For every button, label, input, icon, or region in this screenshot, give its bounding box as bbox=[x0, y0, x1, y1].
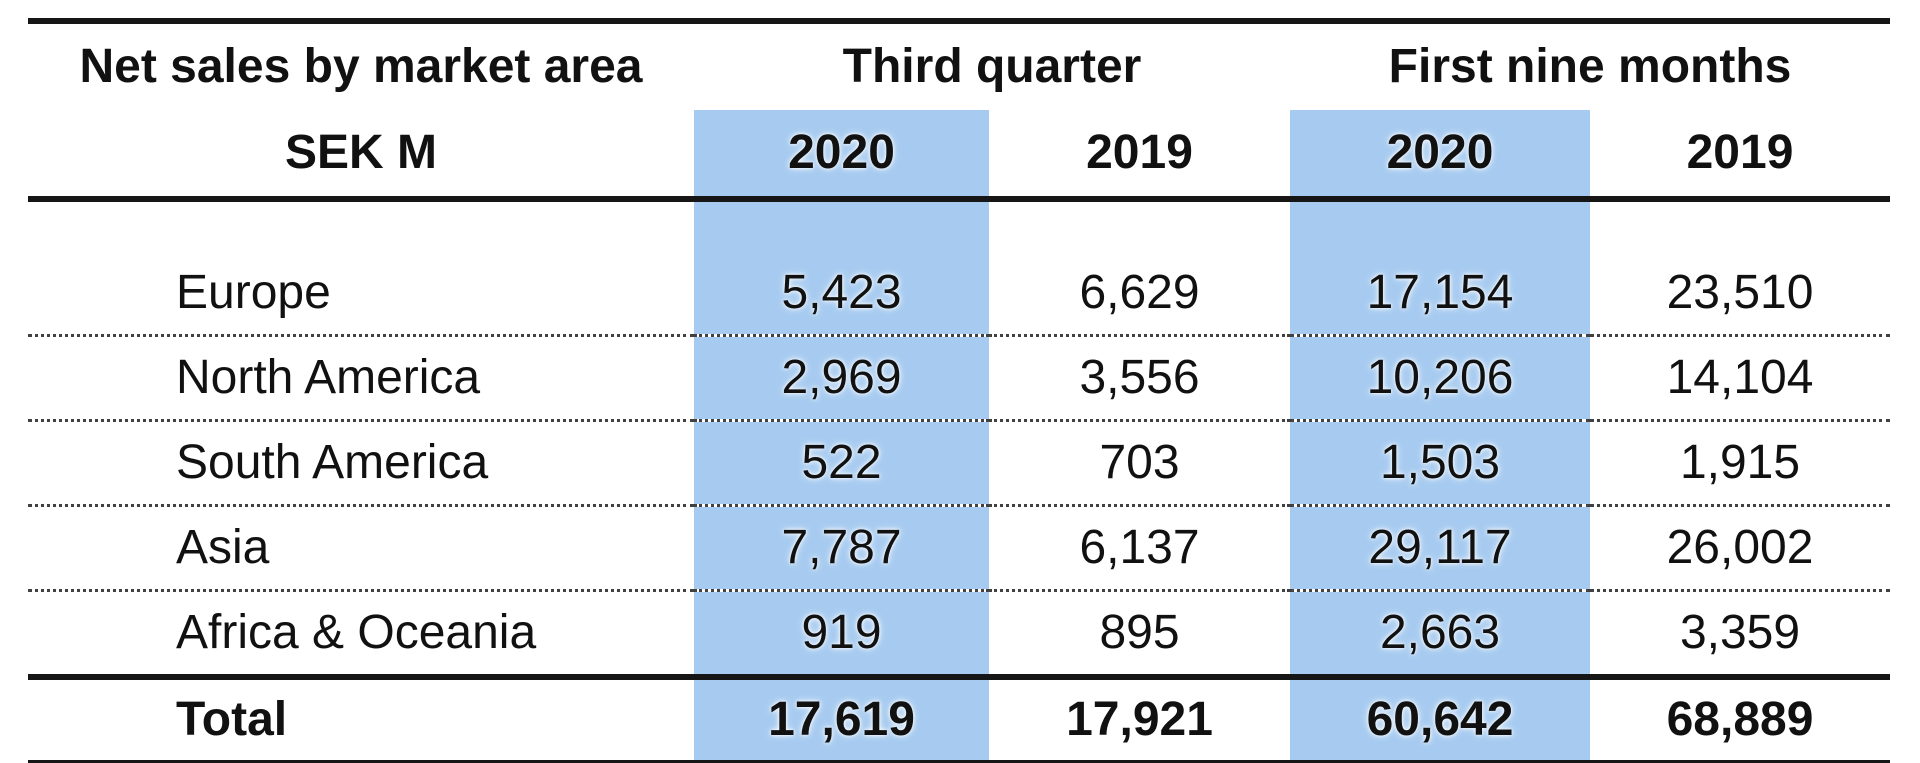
cell-9m-2019: 23,510 bbox=[1590, 252, 1890, 337]
cell-q3-2019: 6,137 bbox=[989, 505, 1290, 592]
cell-q3-2020: 7,787 bbox=[694, 505, 989, 592]
cell-q3-2019: 895 bbox=[989, 590, 1290, 680]
table-row-south-america: South America 522 703 1,503 1,915 bbox=[28, 420, 1890, 507]
group-header-first-nine-months: First nine months bbox=[1290, 18, 1890, 110]
row-label: Europe bbox=[28, 252, 694, 337]
table-row-north-america: North America 2,969 3,556 10,206 14,104 bbox=[28, 335, 1890, 422]
cell-q3-2019: 6,629 bbox=[989, 252, 1290, 337]
cell-9m-2020: 29,117 bbox=[1290, 505, 1590, 592]
cell-q3-2020: 2,969 bbox=[694, 335, 989, 422]
total-9m-2020: 60,642 bbox=[1290, 677, 1590, 763]
table-subtitle: SEK M bbox=[28, 110, 694, 202]
cell-q3-2019: 703 bbox=[989, 420, 1290, 507]
total-q3-2020: 17,619 bbox=[694, 677, 989, 763]
table-total-row: Total 17,619 17,921 60,642 68,889 bbox=[28, 677, 1890, 763]
total-9m-2019: 68,889 bbox=[1590, 677, 1890, 763]
row-label: South America bbox=[28, 420, 694, 507]
cell-9m-2019: 26,002 bbox=[1590, 505, 1890, 592]
cell-q3-2020: 522 bbox=[694, 420, 989, 507]
total-q3-2019: 17,921 bbox=[989, 677, 1290, 763]
year-header-9m-2020: 2020 bbox=[1290, 110, 1590, 202]
table-row-europe: Europe 5,423 6,629 17,154 23,510 bbox=[28, 252, 1890, 337]
year-header-q3-2020: 2020 bbox=[694, 110, 989, 202]
year-header-9m-2019: 2019 bbox=[1590, 110, 1890, 202]
cell-q3-2020: 919 bbox=[694, 590, 989, 680]
cell-q3-2020: 5,423 bbox=[694, 252, 989, 337]
cell-9m-2020: 1,503 bbox=[1290, 420, 1590, 507]
cell-9m-2019: 1,915 bbox=[1590, 420, 1890, 507]
row-label: Africa & Oceania bbox=[28, 590, 694, 680]
group-header-third-quarter: Third quarter bbox=[694, 18, 1290, 110]
year-header-q3-2019: 2019 bbox=[989, 110, 1290, 202]
cell-9m-2019: 14,104 bbox=[1590, 335, 1890, 422]
cell-9m-2019: 3,359 bbox=[1590, 590, 1890, 680]
header-row-years: SEK M 2020 2019 2020 2019 bbox=[28, 110, 1890, 202]
spacer-row bbox=[28, 199, 1890, 252]
row-label: Asia bbox=[28, 505, 694, 592]
row-label: North America bbox=[28, 335, 694, 422]
table-row-africa-oceania: Africa & Oceania 919 895 2,663 3,359 bbox=[28, 590, 1890, 680]
table-row-asia: Asia 7,787 6,137 29,117 26,002 bbox=[28, 505, 1890, 592]
net-sales-table: Net sales by market area Third quarter F… bbox=[28, 18, 1890, 763]
cell-9m-2020: 2,663 bbox=[1290, 590, 1590, 680]
table-title: Net sales by market area bbox=[28, 18, 694, 110]
total-label: Total bbox=[28, 677, 694, 763]
cell-9m-2020: 10,206 bbox=[1290, 335, 1590, 422]
header-row-groups: Net sales by market area Third quarter F… bbox=[28, 18, 1890, 110]
cell-q3-2019: 3,556 bbox=[989, 335, 1290, 422]
cell-9m-2020: 17,154 bbox=[1290, 252, 1590, 337]
